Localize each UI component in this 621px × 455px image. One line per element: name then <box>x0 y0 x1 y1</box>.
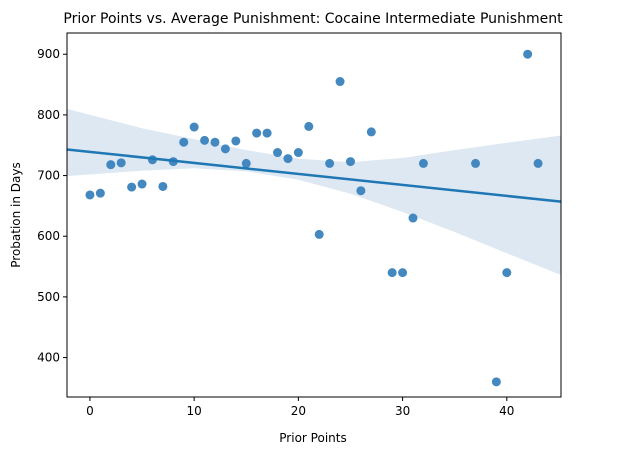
data-point <box>158 181 168 191</box>
data-point <box>241 158 251 168</box>
chart-title: Prior Points vs. Average Punishment: Coc… <box>63 11 563 27</box>
data-point <box>366 127 376 137</box>
data-point <box>220 144 230 154</box>
y-tick-label: 800 <box>37 108 60 122</box>
y-axis-ticks: 400 500 600 700 800 900 <box>37 47 67 365</box>
y-axis-label: Probation in Days <box>9 162 23 268</box>
data-point <box>387 268 397 278</box>
x-axis-ticks: 0 10 20 30 40 <box>86 397 514 418</box>
data-point <box>127 182 137 192</box>
x-tick-label: 40 <box>499 404 514 418</box>
data-point <box>335 77 345 87</box>
data-point <box>231 136 241 146</box>
data-point <box>189 122 199 132</box>
data-point <box>502 268 512 278</box>
data-point <box>356 186 366 196</box>
data-point <box>95 188 105 198</box>
x-tick-label: 0 <box>86 404 94 418</box>
plot-frame <box>66 32 562 398</box>
data-point <box>304 121 314 131</box>
data-point <box>325 158 335 168</box>
data-point <box>273 148 283 158</box>
x-axis-label: Prior Points <box>279 431 346 445</box>
regression-line <box>66 148 562 203</box>
y-tick-label: 700 <box>37 169 60 183</box>
confidence-band <box>67 108 561 276</box>
data-point <box>116 158 126 168</box>
y-tick-label: 400 <box>37 351 60 365</box>
x-tick-label: 10 <box>187 404 202 418</box>
data-point <box>523 49 533 59</box>
data-point <box>262 128 272 138</box>
y-tick-label: 500 <box>37 290 60 304</box>
data-point <box>533 158 543 168</box>
data-point <box>137 179 147 189</box>
data-point <box>106 160 116 170</box>
y-tick-label: 900 <box>37 47 60 61</box>
data-point <box>200 135 210 145</box>
data-point <box>85 190 95 200</box>
data-point <box>314 229 324 239</box>
x-tick-label: 30 <box>395 404 410 418</box>
data-point <box>491 377 501 387</box>
data-point <box>418 158 428 168</box>
data-point <box>398 268 408 278</box>
data-point <box>283 154 293 164</box>
plot-area <box>66 49 562 387</box>
data-point <box>345 157 355 167</box>
y-tick-label: 600 <box>37 229 60 243</box>
data-point <box>252 128 262 138</box>
data-point <box>293 148 303 158</box>
data-point <box>471 158 481 168</box>
data-point <box>210 137 220 147</box>
data-point <box>408 213 418 223</box>
data-point <box>179 137 189 147</box>
x-tick-label: 20 <box>291 404 306 418</box>
